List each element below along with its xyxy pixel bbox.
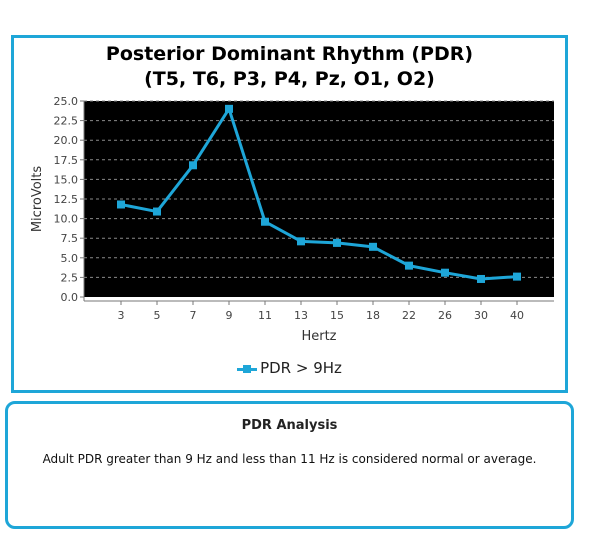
data-point [369,242,377,251]
y-tick-label: 15.0 [54,173,79,186]
chart-title: Posterior Dominant Rhythm (PDR) (T5, T6,… [14,42,565,92]
x-axis-label: Hertz [301,329,336,344]
data-point [225,104,233,113]
y-tick-label: 10.0 [54,213,79,226]
series-line [120,107,518,281]
data-point [513,272,521,281]
x-tick-label: 40 [510,309,524,322]
y-axis-label: MicroVolts [30,166,45,233]
x-tick-label: 26 [438,309,452,322]
data-point [261,217,269,226]
data-point [477,274,485,283]
y-tick-label: 0.0 [61,291,79,304]
data-point [189,161,197,170]
x-tick-label: 11 [258,309,272,322]
analysis-panel: PDR Analysis Adult PDR greater than 9 Hz… [5,401,574,529]
y-tick-label: 20.0 [54,134,79,147]
data-point [117,200,125,209]
chart-title-line2: (T5, T6, P3, P4, Pz, O1, O2) [144,68,435,90]
chart-panel: Posterior Dominant Rhythm (PDR) (T5, T6,… [11,35,568,393]
y-tick-label: 22.5 [54,115,79,128]
data-point [333,238,341,247]
y-tick-label: 2.5 [61,271,79,284]
y-tick-label: 17.5 [54,154,79,167]
x-tick-label: 18 [366,309,380,322]
x-tick-label: 30 [474,309,488,322]
y-tick-label: 25.0 [54,95,79,108]
legend-series-swatch [237,363,258,375]
analysis-text: Adult PDR greater than 9 Hz and less tha… [42,452,537,466]
line-chart: 0.0 2.5 5.0 7.5 10.0 12.5 15.0 17.5 20.0 22.5 25.0… [30,95,554,344]
x-tick-label: 13 [294,309,308,322]
y-tick-label: 5.0 [61,252,79,265]
x-tick-label: 22 [402,309,416,322]
legend: PDR > 9Hz [14,359,565,377]
x-tick-label: 7 [190,309,197,322]
data-point [441,268,449,277]
y-tick-label: 7.5 [61,232,79,245]
x-tick-label: 3 [118,309,125,322]
x-tick-label: 9 [226,309,233,322]
y-tick-label: 12.5 [54,193,79,206]
legend-series-label: PDR > 9Hz [260,359,342,377]
chart-title-line1: Posterior Dominant Rhythm (PDR) [105,43,474,65]
x-tick-label: 15 [330,309,344,322]
data-point [297,237,305,246]
data-point [405,261,413,270]
data-point [153,207,161,216]
analysis-title: PDR Analysis [241,418,338,433]
x-tick-label: 5 [154,309,161,322]
